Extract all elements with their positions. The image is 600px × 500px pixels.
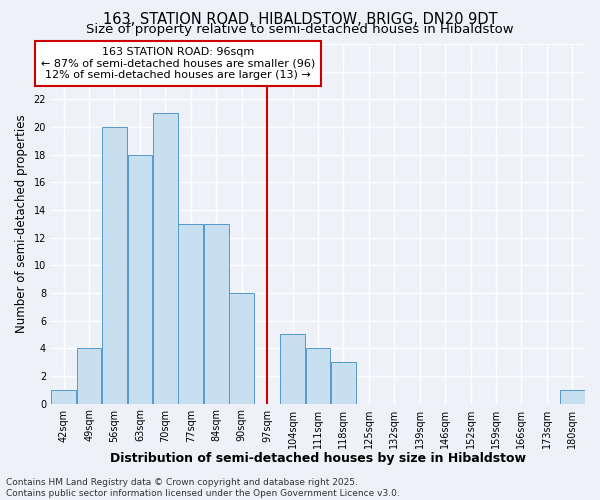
Text: Size of property relative to semi-detached houses in Hibaldstow: Size of property relative to semi-detach… (86, 23, 514, 36)
Bar (280, 334, 305, 404)
Bar (560, 390, 584, 404)
Bar (204, 224, 229, 404)
Text: 163 STATION ROAD: 96sqm
← 87% of semi-detached houses are smaller (96)
12% of se: 163 STATION ROAD: 96sqm ← 87% of semi-de… (41, 47, 315, 80)
Bar (153, 113, 178, 404)
Bar (305, 348, 330, 404)
Bar (331, 362, 356, 404)
Bar (51, 390, 76, 404)
Text: Contains HM Land Registry data © Crown copyright and database right 2025.
Contai: Contains HM Land Registry data © Crown c… (6, 478, 400, 498)
Bar (128, 154, 152, 404)
X-axis label: Distribution of semi-detached houses by size in Hibaldstow: Distribution of semi-detached houses by … (110, 452, 526, 465)
Bar (178, 224, 203, 404)
Bar (77, 348, 101, 404)
Bar (102, 127, 127, 404)
Y-axis label: Number of semi-detached properties: Number of semi-detached properties (15, 114, 28, 333)
Bar (229, 293, 254, 404)
Text: 163, STATION ROAD, HIBALDSTOW, BRIGG, DN20 9DT: 163, STATION ROAD, HIBALDSTOW, BRIGG, DN… (103, 12, 497, 26)
